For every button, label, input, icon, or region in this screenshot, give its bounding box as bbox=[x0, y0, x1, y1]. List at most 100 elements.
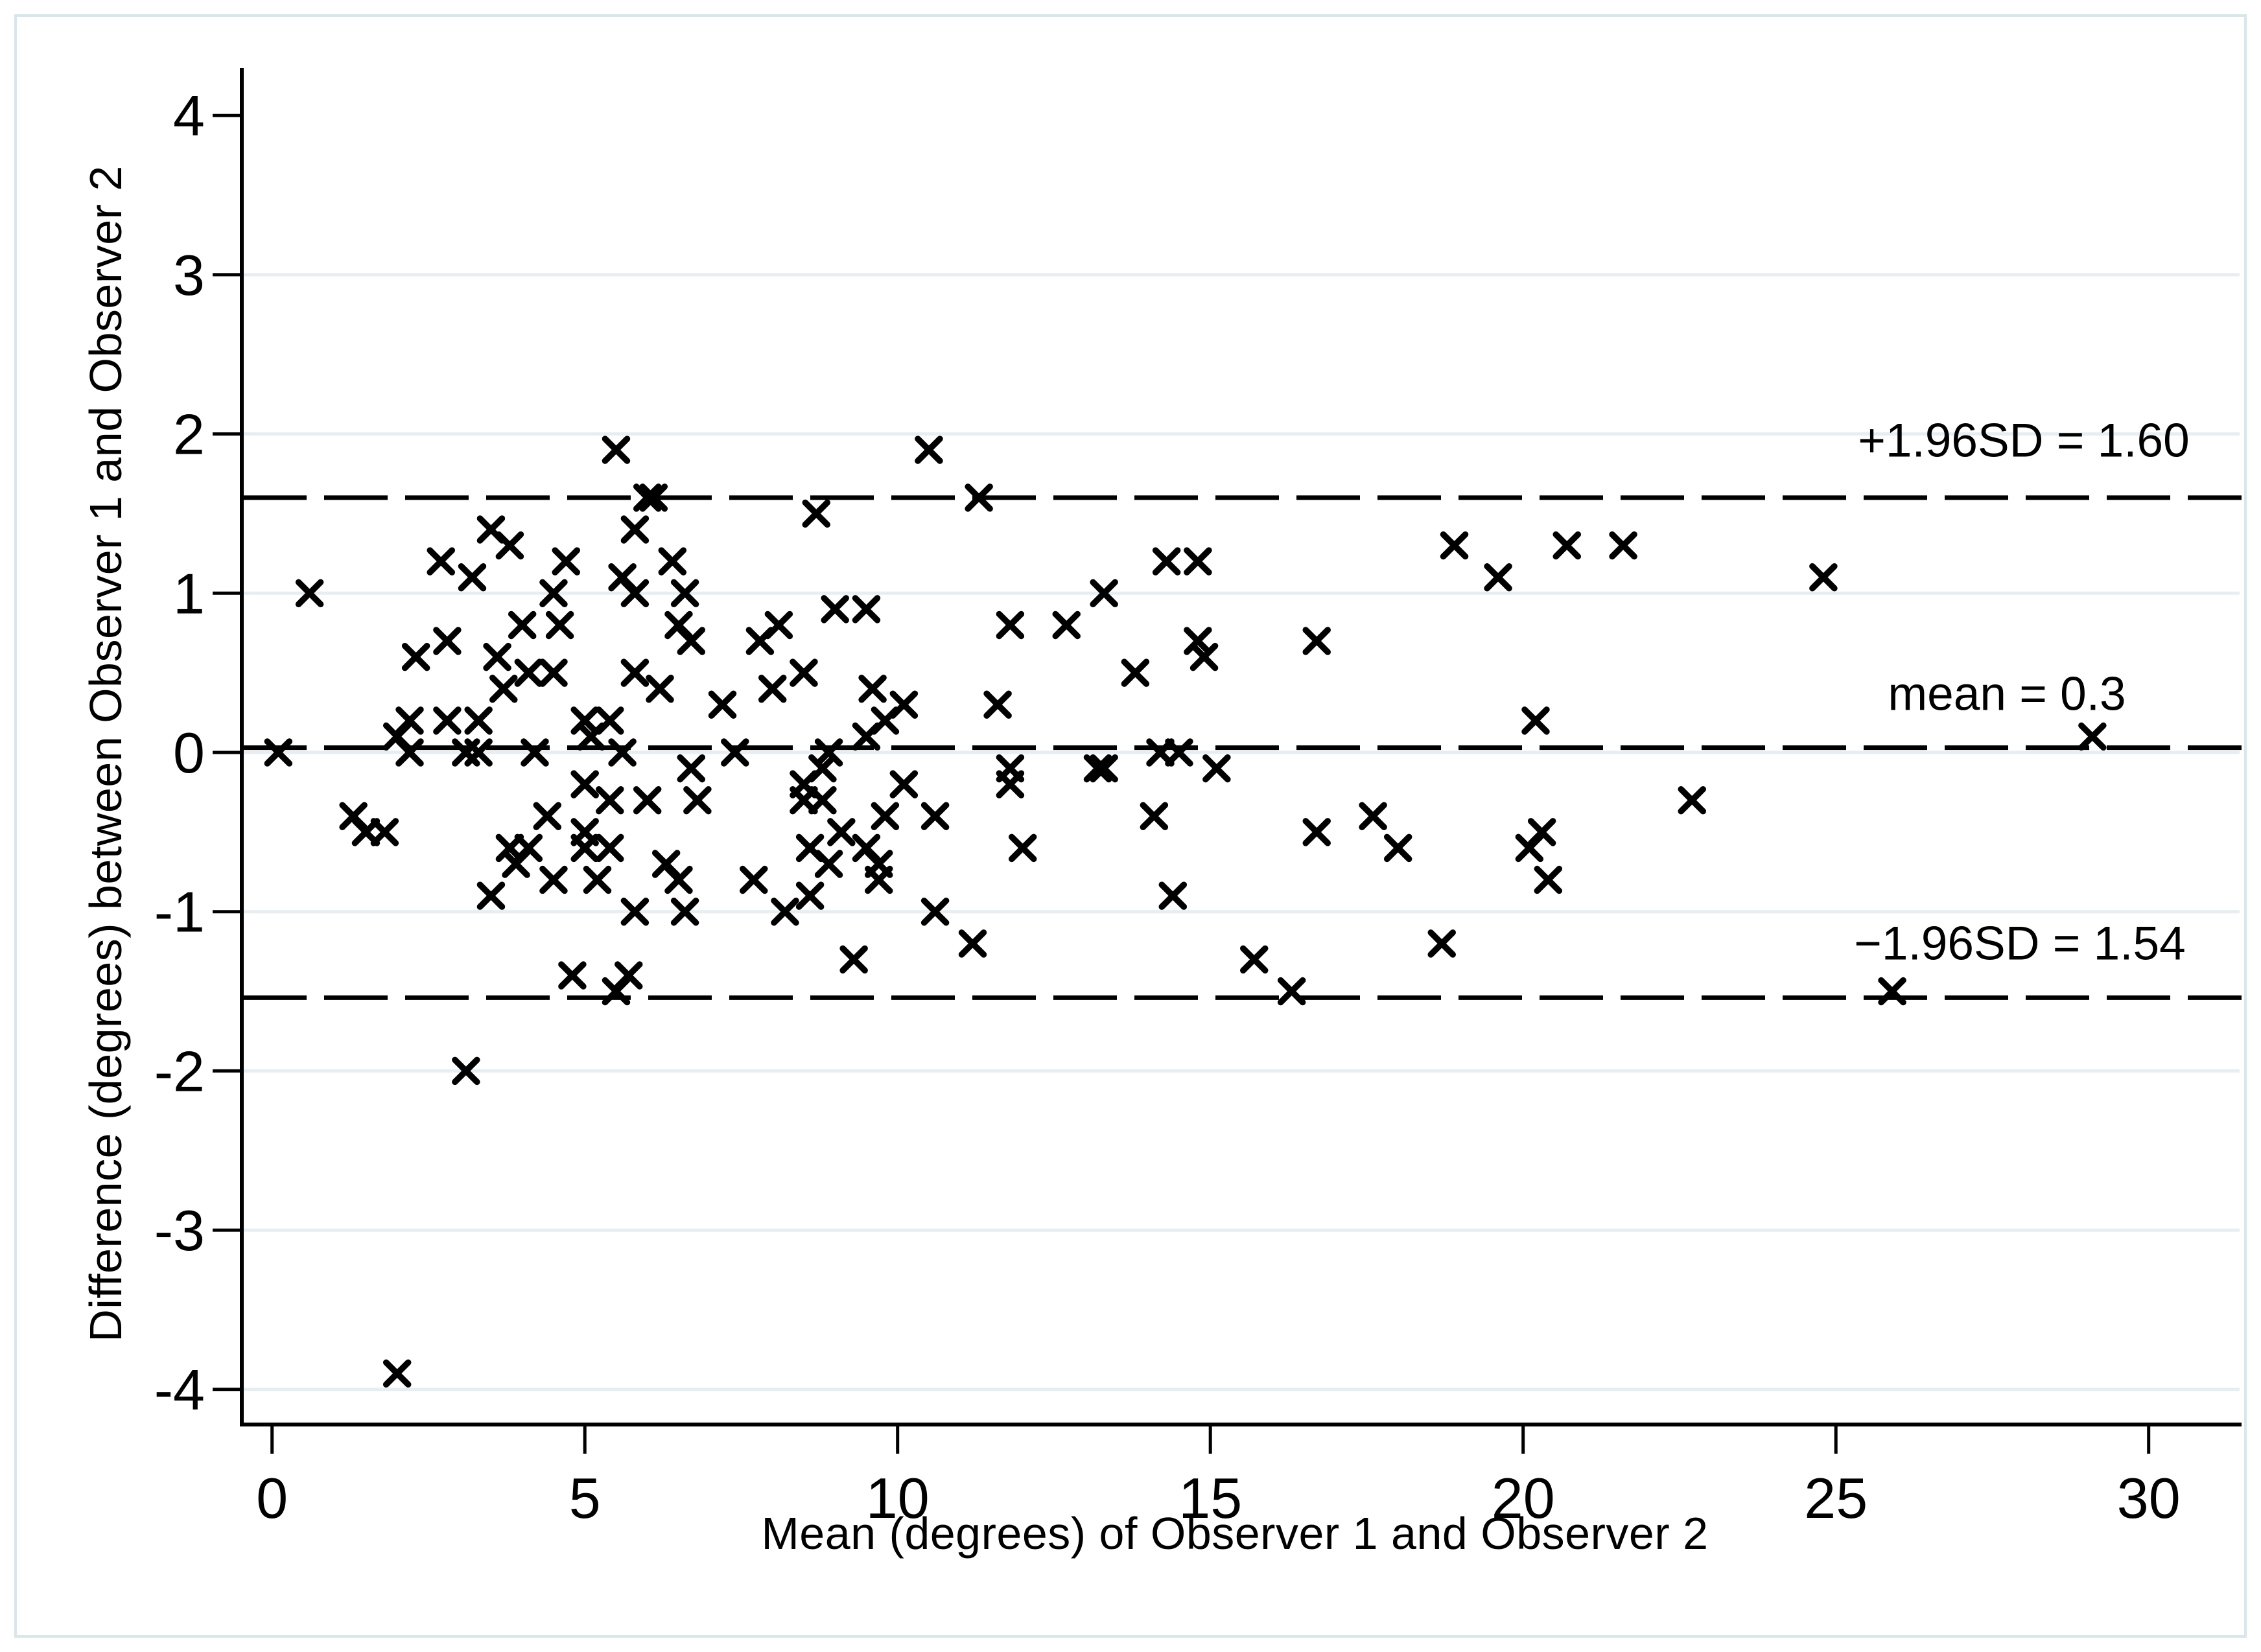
scatter-point bbox=[670, 579, 699, 608]
scatter-point bbox=[620, 515, 650, 544]
scatter-point bbox=[489, 674, 518, 703]
scatter-point bbox=[570, 706, 599, 735]
scatter-point bbox=[264, 738, 293, 767]
y-axis-title: Difference (degrees) between Observer 1 … bbox=[80, 165, 131, 1342]
scatter-point bbox=[620, 897, 650, 926]
scatter-point bbox=[708, 690, 737, 719]
scatter-point bbox=[1302, 818, 1331, 846]
x-tick-label-25: 25 bbox=[1804, 1466, 1868, 1530]
scatter-point bbox=[458, 563, 487, 592]
scatter-point bbox=[795, 881, 825, 910]
y-tick-label--3: -3 bbox=[154, 1198, 205, 1262]
scatter-point bbox=[1534, 865, 1563, 894]
scatter-point bbox=[382, 1359, 412, 1388]
scatter-point bbox=[790, 658, 818, 687]
scatter-point bbox=[740, 865, 768, 894]
scatter-point bbox=[915, 436, 943, 464]
scatter-point bbox=[889, 690, 919, 719]
scatter-point bbox=[583, 865, 612, 894]
scatter-point bbox=[808, 785, 837, 815]
y-tick-label--4: -4 bbox=[154, 1358, 205, 1422]
scatter-point bbox=[996, 770, 1025, 798]
y-tick-label--2: -2 bbox=[154, 1039, 205, 1103]
scatter-point bbox=[539, 658, 568, 687]
y-tick-label-3: 3 bbox=[173, 243, 205, 307]
x-tick-label-0: 0 bbox=[256, 1466, 288, 1530]
scatter-point bbox=[464, 738, 493, 767]
scatter-point bbox=[539, 865, 568, 894]
scatter-point bbox=[664, 865, 693, 894]
scatter-point bbox=[433, 627, 462, 655]
scatter-point bbox=[514, 833, 543, 863]
scatter-point bbox=[827, 818, 856, 846]
x-tick-label-5: 5 bbox=[569, 1466, 601, 1530]
scatter-point bbox=[1609, 531, 1637, 560]
scatter-point bbox=[552, 547, 580, 576]
scatter-point bbox=[677, 754, 705, 783]
scatter-point bbox=[1184, 547, 1212, 576]
scatter-point bbox=[1158, 881, 1188, 910]
mean-label: mean = 0.3 bbox=[1888, 668, 2126, 721]
scatter-point bbox=[452, 1056, 480, 1086]
scatter-point bbox=[401, 642, 430, 671]
scatter-point bbox=[1140, 802, 1169, 831]
scatter-point bbox=[1484, 563, 1512, 592]
scatter-point bbox=[920, 897, 950, 926]
scatter-point bbox=[1152, 547, 1181, 576]
scatter-point bbox=[758, 674, 787, 703]
scatter-point bbox=[1052, 611, 1081, 640]
scatter-point bbox=[1809, 563, 1838, 592]
scatter-point bbox=[639, 483, 668, 512]
scatter-point bbox=[476, 881, 506, 910]
scatter-point bbox=[1521, 706, 1550, 735]
scatter-point bbox=[683, 785, 712, 815]
scatter-point bbox=[533, 802, 562, 831]
scatter-point bbox=[483, 642, 511, 671]
scatter-point bbox=[558, 961, 587, 990]
scatter-point bbox=[1302, 627, 1331, 655]
scatter-point bbox=[996, 611, 1025, 640]
scatter-point bbox=[1427, 929, 1456, 958]
scatter-point bbox=[508, 611, 537, 640]
scatter-point bbox=[1008, 833, 1037, 863]
scatter-point bbox=[1184, 627, 1212, 655]
lower-loa-label: −1.96SD = 1.54 bbox=[1854, 917, 2186, 970]
scatter-point bbox=[495, 531, 524, 560]
x-tick-label-30: 30 bbox=[2117, 1466, 2181, 1530]
scatter-point bbox=[721, 738, 749, 767]
scatter-point bbox=[633, 483, 662, 512]
scatter-point bbox=[608, 738, 637, 767]
x-tick-label-15: 15 bbox=[1178, 1466, 1242, 1530]
scatter-point bbox=[570, 770, 599, 798]
scatter-point bbox=[545, 611, 574, 640]
scatter-point bbox=[889, 770, 919, 798]
y-tick-label-2: 2 bbox=[173, 402, 205, 467]
scatter-point bbox=[920, 802, 950, 831]
scatter-point bbox=[852, 595, 881, 623]
y-tick-label-1: 1 bbox=[173, 561, 205, 625]
scatter-point bbox=[395, 706, 424, 735]
scatter-point bbox=[1527, 818, 1556, 846]
scatter-point bbox=[865, 865, 893, 894]
scatter-point bbox=[1240, 945, 1269, 974]
scatter-point bbox=[427, 547, 455, 576]
scatter-point bbox=[295, 579, 324, 608]
scatter-point bbox=[965, 483, 993, 512]
scatter-point bbox=[1359, 802, 1387, 831]
scatter-point bbox=[615, 961, 643, 990]
scatter-point bbox=[764, 611, 793, 640]
scatter-point bbox=[1121, 658, 1150, 687]
scatter-point bbox=[958, 929, 987, 958]
scatter-point bbox=[521, 738, 549, 767]
scatter-point bbox=[395, 738, 424, 767]
scatter-point bbox=[1878, 977, 1906, 1006]
y-tick-label-0: 0 bbox=[173, 721, 205, 785]
scatter-point bbox=[1189, 642, 1219, 671]
scatter-point bbox=[1277, 977, 1306, 1006]
scatter-point bbox=[620, 579, 650, 608]
scatter-point bbox=[2078, 722, 2107, 751]
scatter-point bbox=[1090, 579, 1118, 608]
scatter-point bbox=[620, 658, 650, 687]
scatter-point bbox=[1090, 754, 1118, 783]
scatter-point bbox=[1383, 833, 1412, 863]
